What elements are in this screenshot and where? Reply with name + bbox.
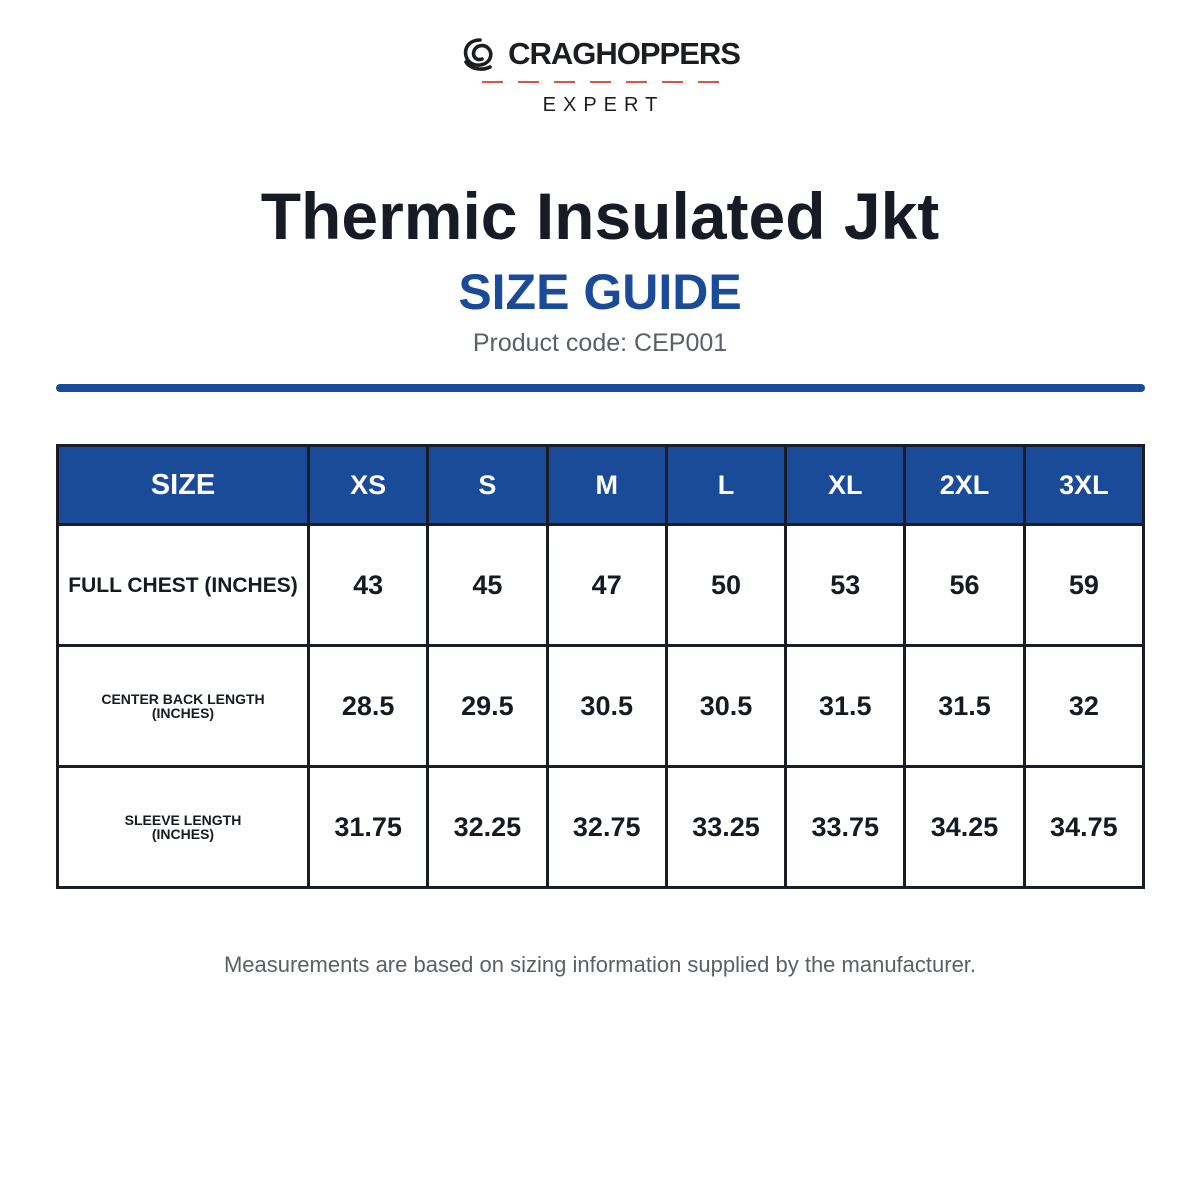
row-label-line: SLEEVE LENGTH bbox=[124, 812, 242, 828]
row-label-line: (INCHES) bbox=[151, 705, 215, 721]
size-header-label: SIZE bbox=[56, 444, 310, 526]
row-label-line: FULL CHEST (INCHES) bbox=[68, 573, 298, 597]
row-label-full-chest: FULL CHEST (INCHES) bbox=[56, 523, 310, 647]
row-label-center-back-length: CENTER BACK LENGTH (INCHES) bbox=[56, 644, 310, 768]
table-cell: 30.5 bbox=[664, 644, 788, 768]
size-header-3xl: 3XL bbox=[1022, 444, 1146, 526]
row-label-line: CENTER BACK LENGTH bbox=[101, 691, 265, 707]
size-header-row: SIZE XS S M L XL 2XL 3XL bbox=[56, 444, 1146, 526]
table-cell: 59 bbox=[1022, 523, 1146, 647]
brand-divider-dashes bbox=[0, 81, 1200, 83]
table-cell: 34.25 bbox=[903, 765, 1026, 889]
table-cell: 32.75 bbox=[545, 765, 668, 889]
brand-name: CRAGHOPPERS bbox=[508, 36, 741, 71]
size-header-xs: XS bbox=[306, 444, 430, 526]
table-cell: 28.5 bbox=[306, 644, 430, 768]
table-cell: 50 bbox=[664, 523, 788, 647]
table-cell: 31.75 bbox=[306, 765, 430, 889]
table-cell: 43 bbox=[306, 523, 430, 647]
table-cell: 47 bbox=[545, 523, 668, 647]
brand-row: CRAGHOPPERS bbox=[0, 36, 1200, 72]
table-row: FULL CHEST (INCHES) 43 45 47 50 53 56 59 bbox=[56, 523, 1146, 647]
table-cell: 33.25 bbox=[664, 765, 788, 889]
table-cell: 29.5 bbox=[426, 644, 549, 768]
row-label-line: (INCHES) bbox=[151, 826, 215, 842]
table-cell: 30.5 bbox=[545, 644, 668, 768]
product-title: Thermic Insulated Jkt bbox=[260, 179, 940, 253]
table-cell: 32.25 bbox=[426, 765, 549, 889]
table-cell: 56 bbox=[903, 523, 1026, 647]
table-cell: 31.5 bbox=[784, 644, 907, 768]
product-code: Product code: CEP001 bbox=[472, 329, 728, 357]
table-cell: 31.5 bbox=[903, 644, 1026, 768]
divider-rule bbox=[56, 384, 1145, 392]
table-cell: 53 bbox=[784, 523, 907, 647]
table-cell: 32 bbox=[1022, 644, 1146, 768]
size-guide-heading: SIZE GUIDE bbox=[458, 264, 742, 320]
table-row: CENTER BACK LENGTH (INCHES) 28.5 29.5 30… bbox=[56, 644, 1146, 768]
brand-subline: EXPERT bbox=[542, 94, 665, 116]
size-header-m: M bbox=[545, 444, 668, 526]
table-row: SLEEVE LENGTH (INCHES) 31.75 32.25 32.75… bbox=[56, 765, 1146, 889]
footnote: Measurements are based on sizing informa… bbox=[223, 952, 977, 977]
size-header-s: S bbox=[426, 444, 549, 526]
size-header-l: L bbox=[664, 444, 788, 526]
size-header-2xl: 2XL bbox=[903, 444, 1026, 526]
brand-header: CRAGHOPPERS EXPERT bbox=[0, 36, 1200, 117]
table-cell: 45 bbox=[426, 523, 549, 647]
table-cell: 34.75 bbox=[1022, 765, 1146, 889]
table-cell: 33.75 bbox=[784, 765, 907, 889]
size-header-xl: XL bbox=[784, 444, 907, 526]
size-table: SIZE XS S M L XL 2XL 3XL FULL CHEST (INC… bbox=[56, 444, 1146, 889]
craghoppers-swirl-icon bbox=[463, 38, 493, 71]
row-label-sleeve-length: SLEEVE LENGTH (INCHES) bbox=[56, 765, 310, 889]
